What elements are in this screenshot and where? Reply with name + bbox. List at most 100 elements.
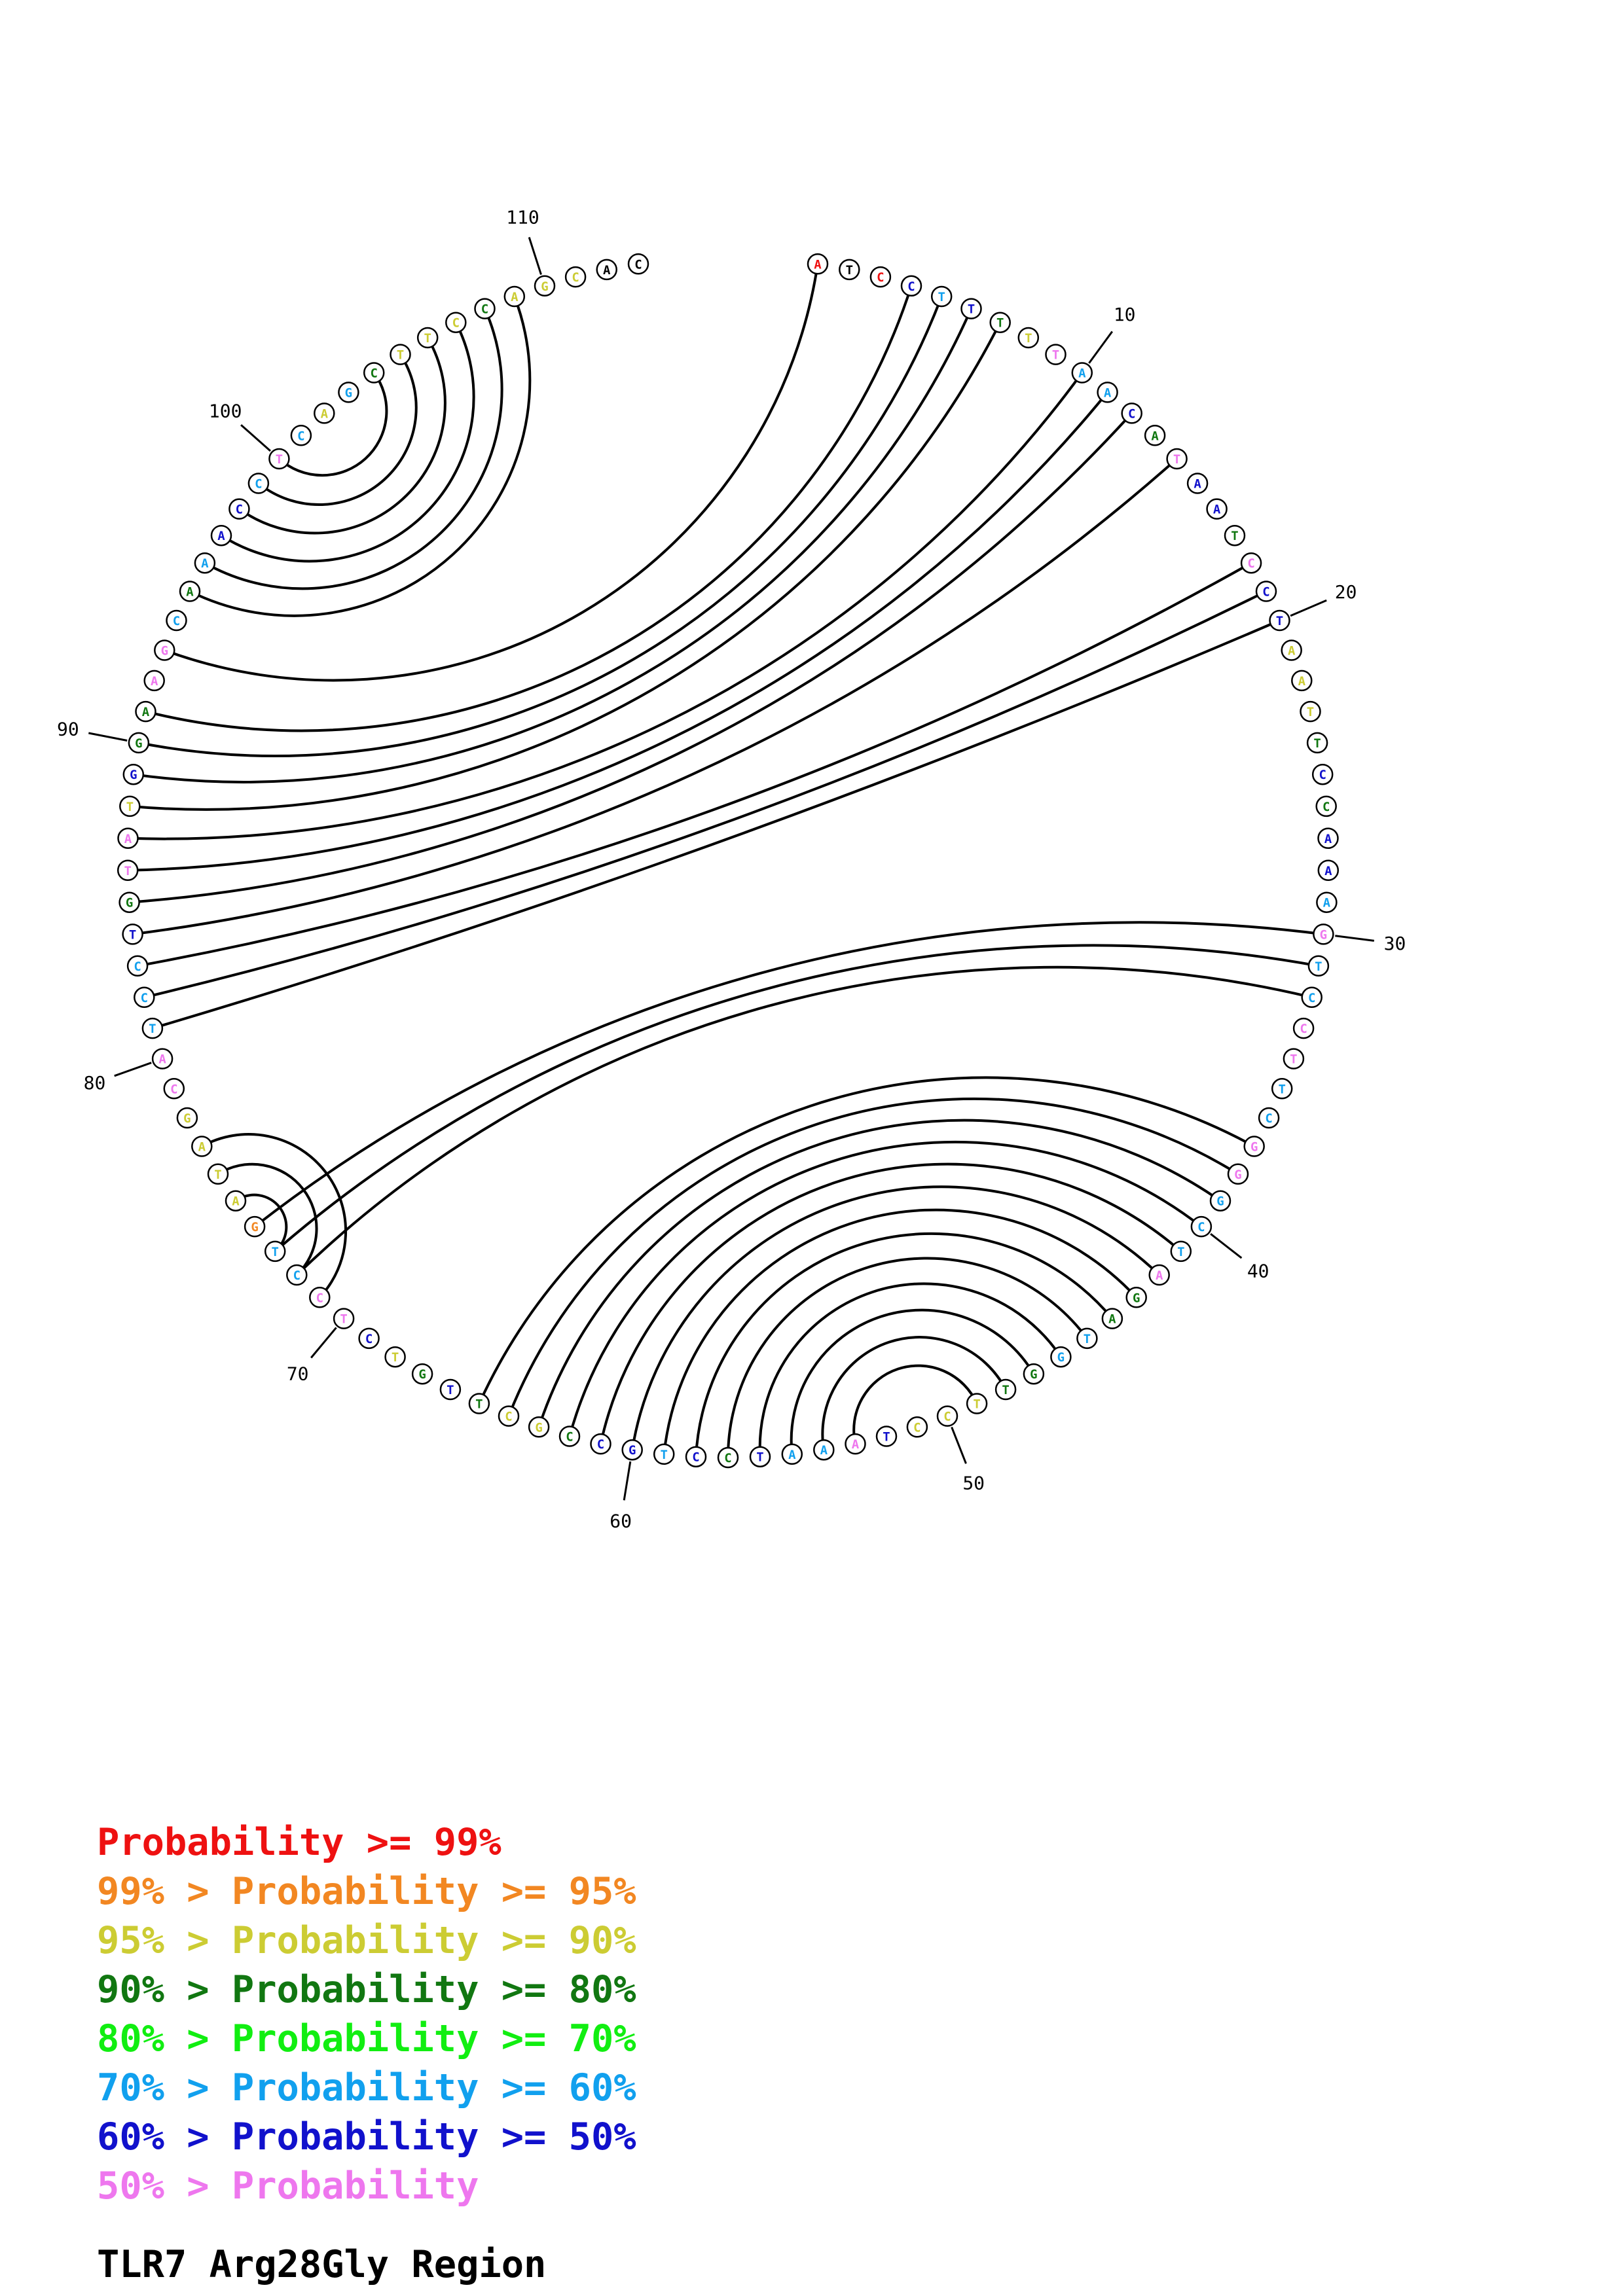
nucleotide-letter: C <box>572 270 579 285</box>
base-pair-arc <box>145 285 913 732</box>
nucleotide-circle <box>416 327 439 349</box>
nucleotide: G <box>244 1215 266 1238</box>
nucleotide-circle <box>966 1393 988 1414</box>
nucleotide-circle <box>210 524 232 547</box>
nucleotide-circle <box>117 827 139 850</box>
nucleotide: T <box>122 924 143 945</box>
nucleotide-letter: A <box>814 257 822 272</box>
legend-row: 90% > Probability >= 80% <box>97 1968 636 2011</box>
nucleotide-letter: C <box>316 1291 323 1305</box>
nucleotide-letter: C <box>141 991 148 1005</box>
nucleotide-circle <box>989 312 1011 333</box>
tick-label: 60 <box>610 1510 632 1532</box>
tick-mark <box>1335 935 1374 942</box>
tick-label: 50 <box>962 1473 985 1494</box>
nucleotide-circle <box>1307 955 1330 977</box>
nucleotide: C <box>590 1433 611 1455</box>
nucleotide: A <box>1206 498 1228 520</box>
nucleotide-letter: A <box>1104 386 1112 400</box>
nucleotide: G <box>411 1363 433 1385</box>
nucleotides: A TCCTTTTTAACATAATCCTAATTCCAAAGTCCTTCGGGC… <box>117 253 1340 1469</box>
base-pair-arc <box>204 308 503 590</box>
nucleotide: A <box>1317 827 1339 850</box>
nucleotide: T <box>1170 1240 1192 1263</box>
nucleotide-letter: T <box>397 348 404 363</box>
nucleotide-letter: A <box>1324 864 1332 878</box>
nucleotide: T <box>1076 1327 1098 1350</box>
nucleotide-letter: G <box>183 1111 191 1126</box>
nucleotide-letter: T <box>1278 1082 1285 1096</box>
nucleotide: A <box>1317 859 1340 882</box>
base-pair-arc <box>599 1162 1182 1444</box>
nucleotide: T <box>960 298 982 319</box>
nucleotide: C <box>1255 581 1277 602</box>
nucleotide-circle <box>1121 403 1142 424</box>
nucleotide: A <box>191 1136 213 1157</box>
nucleotide: A <box>503 285 526 308</box>
base-pair-arc <box>727 1257 1089 1458</box>
nucleotide-letter: T <box>1052 348 1059 363</box>
nucleotide-circle <box>1316 891 1338 913</box>
tick-mark <box>1088 331 1114 364</box>
nucleotide-letter: C <box>1265 1111 1272 1126</box>
nucleotide: C <box>1258 1107 1280 1129</box>
nucleotide: T <box>141 1017 164 1039</box>
nucleotide-letter: C <box>943 1410 951 1424</box>
probability-legend: Probability >= 99% 99% > Probability >= … <box>97 1820 883 2208</box>
nucleotide: C <box>1315 795 1337 817</box>
nucleotide-circle <box>411 1363 433 1385</box>
nucleotide-letter: C <box>1300 1022 1307 1036</box>
tick-label: 30 <box>1384 933 1406 954</box>
nucleotide-circle <box>119 891 140 913</box>
nucleotide-letter: A <box>1323 896 1331 910</box>
nucleotide-circle <box>596 259 617 281</box>
nucleotide-circle <box>653 1443 675 1465</box>
nucleotide-circle <box>390 344 411 365</box>
nucleotide-circle <box>1101 1308 1123 1329</box>
base-pair-arc <box>821 1336 1007 1450</box>
base-pair-arc <box>238 337 447 535</box>
nucleotide-circle <box>286 1264 308 1286</box>
tick-mark <box>1210 1233 1243 1259</box>
nucleotide: A <box>179 581 201 602</box>
tick-label: 80 <box>84 1072 106 1094</box>
legend-row: 95% > Probability >= 90% <box>97 1919 636 1962</box>
nucleotide-circle <box>228 498 250 520</box>
nucleotide-circle <box>1166 448 1188 470</box>
nucleotide-letter: G <box>1250 1140 1258 1155</box>
nucleotide: C <box>906 1416 928 1438</box>
nucleotide: T <box>1269 609 1290 632</box>
nucleotide: T <box>1300 700 1321 723</box>
nucleotide-circle <box>247 473 270 494</box>
nucleotide-circle <box>994 1378 1017 1401</box>
nucleotide-circle <box>685 1446 707 1467</box>
nucleotide: T <box>1307 955 1330 977</box>
nucleotide: G <box>1243 1136 1265 1157</box>
nucleotide-circle <box>1292 1017 1315 1039</box>
nucleotide-circle <box>1269 609 1290 632</box>
nucleotide: T <box>264 1240 286 1263</box>
nucleotide-letter: A <box>1108 1312 1116 1327</box>
nucleotide: G <box>1227 1163 1249 1185</box>
nucleotide-circle <box>119 795 141 817</box>
nucleotide-circle <box>1050 1346 1072 1368</box>
legend-row: 50% > Probability <box>97 2164 479 2208</box>
nucleotide-letter: G <box>541 279 548 294</box>
nucleotide-circle <box>358 1327 380 1350</box>
nucleotide: A <box>1291 670 1313 692</box>
nucleotide-circle <box>439 1378 462 1401</box>
nucleotide-letter: G <box>418 1367 426 1382</box>
nucleotide: G <box>1023 1363 1045 1385</box>
base-pair-arc <box>507 1097 1239 1417</box>
diagram-title: TLR7 Arg28Gly Region <box>97 2243 547 2286</box>
position-ticks: 10 20 30 40 50 60 70 80 90 100 110 <box>57 207 1406 1532</box>
nucleotide: A <box>225 1190 247 1211</box>
nucleotide: A <box>1316 891 1338 913</box>
base-pair-arc <box>143 590 1267 999</box>
nucleotide-circle <box>717 1446 739 1469</box>
nucleotide-circle <box>1097 382 1118 403</box>
nucleotide-circle <box>244 1215 266 1238</box>
tick-mark <box>310 1327 337 1359</box>
nucleotide: T <box>390 344 411 365</box>
nucleotide-circle <box>1227 1163 1249 1185</box>
